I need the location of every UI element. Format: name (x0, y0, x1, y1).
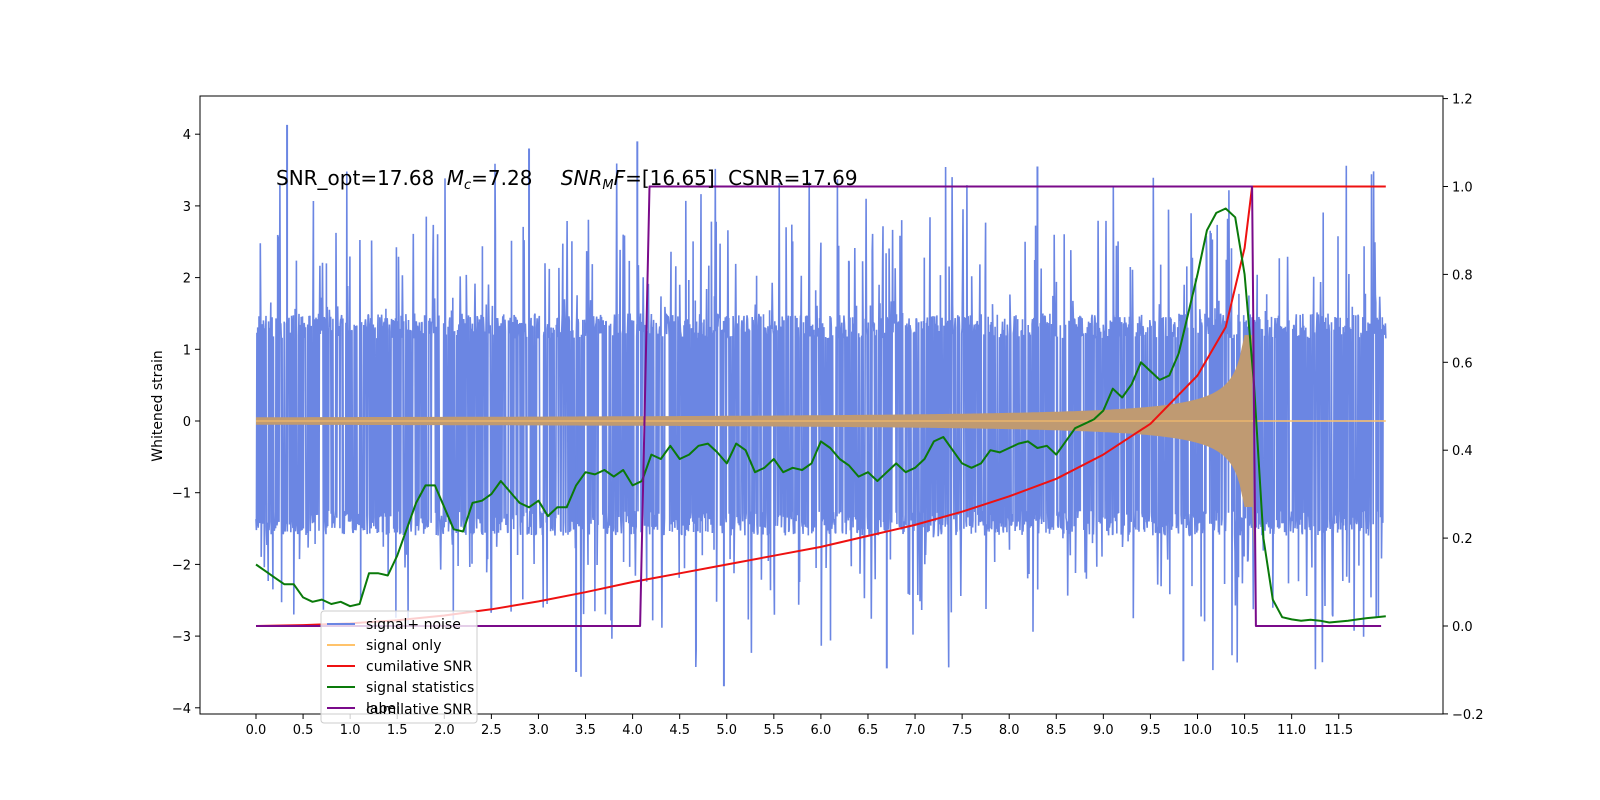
x-tick-label: 1.5 (387, 723, 408, 738)
y-right-tick-label: 0.4 (1452, 444, 1473, 459)
legend-entries: signal+ noise signal only cumilative SNR si… (327, 617, 474, 717)
y-right-tick-label: 0.2 (1452, 532, 1473, 547)
x-tick-label: 9.0 (1093, 723, 1114, 738)
x-tick-label: 10.0 (1183, 723, 1212, 738)
signal-noise-series (255, 124, 1387, 687)
x-tick-label: 2.0 (434, 723, 455, 738)
x-tick-label: 1.0 (340, 723, 361, 738)
legend-box (320, 610, 478, 724)
x-axis-ticks: 0.0 0.5 1.0 1.5 2.0 2.5 3.0 3.5 4.0 4.5 5.0 5.5 6.0 6… (246, 714, 1353, 738)
x-tick-label: 11.0 (1277, 723, 1306, 738)
mf-subscript: M (602, 178, 613, 193)
y-left-tick-label: 1 (183, 343, 191, 358)
signal-noise-line (255, 163, 1387, 677)
csnr-text: CSNR=17.69 (728, 166, 858, 190)
x-tick-label: 0.0 (246, 723, 267, 738)
x-tick-label: 4.5 (669, 723, 690, 738)
legend: cumilative SNR signal+ noise signal only c… (320, 610, 478, 724)
y-left-tick-label: −1 (172, 487, 191, 502)
y-left-tick-label: 0 (183, 415, 191, 430)
x-tick-label: 11.5 (1324, 723, 1353, 738)
y-right-tick-label: 1.0 (1452, 181, 1473, 196)
y-left-tick-label: 4 (183, 128, 191, 143)
mc-subscript: c (464, 178, 471, 193)
x-tick-label: 3.0 (528, 723, 549, 738)
label-line (256, 185, 1382, 627)
y-right-tick-label: 0.6 (1452, 356, 1473, 371)
x-tick-label: 10.5 (1230, 723, 1259, 738)
x-tick-label: 8.0 (999, 723, 1020, 738)
y-axis-label: Whitened strain (150, 350, 166, 461)
x-tick-label: 8.5 (1046, 723, 1067, 738)
snr-annotation: SNR_opt=17.68 Mc=7.28 SNRMF=[16.65] CSNR… (276, 166, 858, 193)
legend-label: cumilative SNR (366, 659, 473, 675)
x-tick-label: 2.5 (481, 723, 502, 738)
x-tick-label: 6.5 (858, 723, 879, 738)
mf-value: =[16.65] (625, 166, 715, 190)
legend-ghost-text: cumilative SNR (366, 702, 473, 718)
mc-value: =7.28 (471, 166, 532, 190)
x-tick-label: 7.0 (905, 723, 926, 738)
x-tick-label: 9.5 (1140, 723, 1161, 738)
x-tick-label: 4.0 (622, 723, 643, 738)
x-tick-label: 5.5 (763, 723, 784, 738)
legend-label: signal only (366, 638, 441, 654)
y-left-tick-label: 3 (183, 200, 191, 215)
legend-label: label (366, 701, 400, 717)
y-left-tick-label: −3 (172, 630, 191, 645)
y-left-tick-label: −4 (172, 702, 191, 717)
signal-only-series (256, 335, 1386, 558)
x-tick-label: 3.5 (575, 723, 596, 738)
mc-symbol: M (447, 166, 464, 190)
y-right-tick-label: 1.2 (1452, 93, 1473, 108)
plot-area (255, 124, 1387, 687)
legend-label: signal statistics (366, 680, 474, 696)
y-axis-right-ticks: 1.2 1.0 0.8 0.6 0.4 0.2 0.0 −0.2 (1443, 93, 1484, 723)
y-right-tick-label: 0.8 (1452, 268, 1473, 283)
plot-frame (199, 95, 1444, 715)
x-tick-label: 5.0 (716, 723, 737, 738)
legend-label: signal+ noise (366, 617, 461, 633)
y-axis-left-ticks: 4 3 2 1 0 −1 −2 −3 −4 (172, 128, 200, 717)
y-right-tick-label: 0.0 (1452, 620, 1473, 635)
y-left-tick-label: 2 (183, 272, 191, 287)
y-right-tick-label: −0.2 (1452, 708, 1484, 723)
snr-opt-text: SNR_opt=17.68 (276, 166, 434, 190)
mf-after: F (614, 166, 626, 190)
x-tick-label: 6.0 (811, 723, 832, 738)
x-tick-label: 7.5 (952, 723, 973, 738)
signal-statistics-line (255, 207, 1386, 624)
x-tick-label: 0.5 (293, 723, 314, 738)
y-left-tick-label: −2 (172, 558, 191, 573)
mf-symbol: SNR (561, 166, 603, 190)
